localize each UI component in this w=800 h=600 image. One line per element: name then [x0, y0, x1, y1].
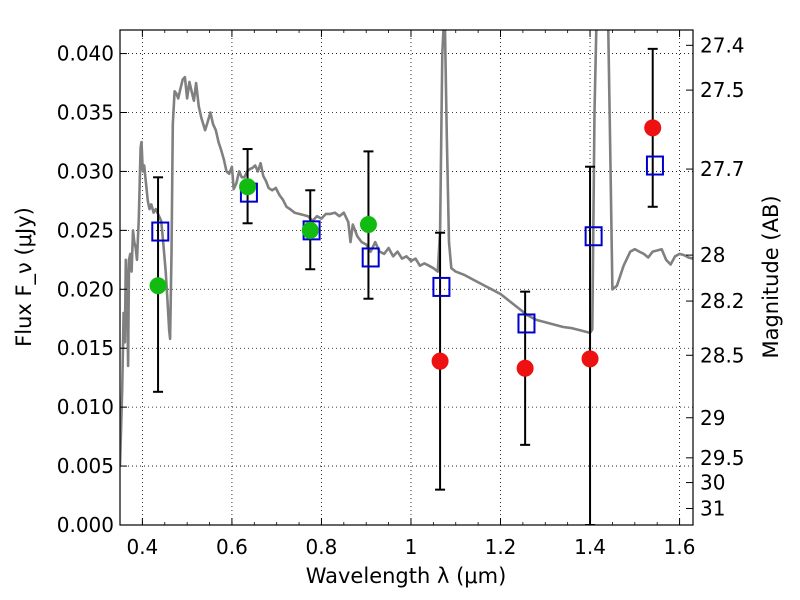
- observed-other-point: [644, 119, 662, 137]
- y-tick-label: 0.005: [57, 454, 114, 478]
- y2-axis-label: Magnitude (AB): [759, 195, 783, 358]
- y-tick-label: 0.000: [57, 513, 114, 537]
- y2-tick-label: 27.7: [700, 157, 745, 181]
- model-photometry-point: [432, 276, 451, 297]
- y-tick-label: 0.010: [57, 395, 114, 419]
- y-tick-label: 0.025: [57, 218, 114, 242]
- y2-tick-label: 28.2: [700, 289, 745, 313]
- observed-other-point: [516, 359, 534, 377]
- x-axis-label-text: Wavelength λ (μm): [306, 564, 507, 588]
- y2-tick-label: 31: [700, 497, 725, 521]
- y2-tick-label: 28: [700, 243, 725, 267]
- observed-detection-point: [149, 277, 167, 295]
- x-tick-label: 0.8: [306, 535, 338, 559]
- y-tick-label: 0.030: [57, 159, 114, 183]
- y-axis-label-text: Flux F_ν (μJy): [12, 207, 37, 347]
- y2-tick-label: 30: [700, 471, 725, 495]
- y2-tick-label: 27.5: [700, 78, 745, 102]
- plot-frame: [119, 29, 694, 526]
- y-tick-label: 0.020: [57, 277, 114, 301]
- model-photometry-point: [517, 313, 536, 334]
- y2-tick-label: 29: [700, 406, 725, 430]
- y-tick-label: 0.015: [57, 336, 114, 360]
- x-tick-label: 1: [405, 535, 418, 559]
- model-photometry-point: [645, 155, 664, 176]
- observed-detection-point: [301, 221, 319, 239]
- x-axis-label: Wavelength λ (μm): [306, 564, 507, 588]
- observed-detection-point: [359, 215, 377, 233]
- x-tick-label: 1.6: [664, 535, 696, 559]
- y2-axis-label-text: Magnitude (AB): [759, 195, 783, 358]
- y2-tick-label: 28.5: [700, 343, 745, 367]
- y2-tick-label: 29.5: [700, 446, 745, 470]
- observed-other-point: [581, 350, 599, 368]
- ticks: 0.4 0.6 0.8 1 1.2 1.4 1.6 0.000 0.005 0.010 0.015 0…: [57, 30, 745, 559]
- x-tick-label: 0.4: [126, 535, 158, 559]
- x-tick-label: 1.4: [574, 535, 606, 559]
- x-tick-label: 1.2: [485, 535, 517, 559]
- model-spectrum-line: [120, 30, 693, 467]
- model-photometry-point: [361, 247, 380, 268]
- model-photometry-point: [584, 226, 603, 247]
- y-axis-label: Flux F_ν (μJy): [12, 207, 37, 347]
- y-tick-label: 0.035: [57, 101, 114, 125]
- observed-other-point: [431, 352, 449, 370]
- x-tick-label: 0.6: [216, 535, 248, 559]
- plot-area: [120, 30, 693, 525]
- y2-tick-label: 27.4: [700, 33, 745, 57]
- model-photometry-point: [151, 221, 170, 242]
- y-tick-label: 0.040: [57, 42, 114, 66]
- observed-detection-point: [239, 178, 257, 196]
